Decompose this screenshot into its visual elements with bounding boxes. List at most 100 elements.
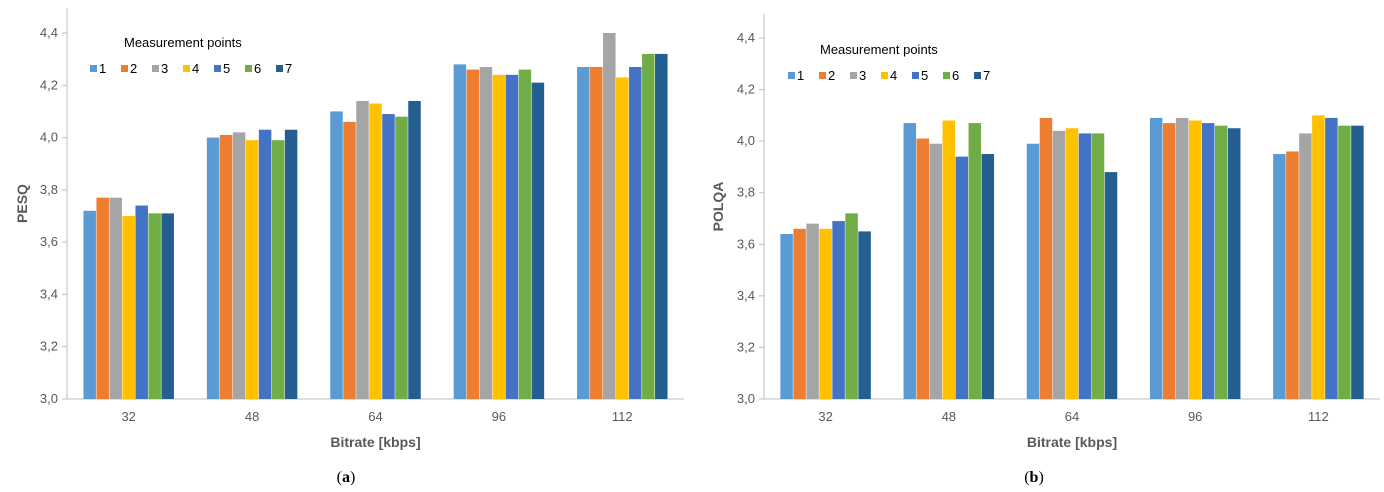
bar-series-2-112 [590,66,603,399]
legend-swatch [245,65,252,72]
y-tick-label: 3,0 [40,391,58,406]
x-tick-label: 112 [1308,409,1329,424]
bar-series-3-96 [1175,117,1189,399]
y-tick-label: 3,4 [40,286,58,301]
bar-series-3-32 [109,197,122,399]
legend-label: 6 [952,68,959,83]
bar-series-6-96 [1214,125,1228,400]
bar-series-2-64 [1039,117,1053,399]
chart-panel-b: 3,0 3,2 3,4 3,6 3,8 4,0 4,2 4,4 32 48 64 96 112 Measu… [692,0,1384,492]
y-tick-label: 3,8 [737,185,755,200]
bar-series-2-112 [1286,151,1299,399]
y-tick-label: 3,2 [737,339,755,354]
legend-title: Measurement points [124,35,242,50]
bar-series-6-48 [271,140,285,399]
legend-swatch [152,65,159,72]
legend-swatch [276,65,283,72]
y-tick-label: 4,0 [40,130,58,145]
x-tick-label: 32 [818,409,832,424]
bar-series-6-32 [845,213,858,399]
bar-series-4-32 [819,228,832,399]
bar-series-4-96 [492,74,506,399]
bar-series-6-64 [395,116,408,400]
x-tick-label: 48 [245,409,259,424]
legend-label: 3 [859,68,866,83]
legend-swatch [121,65,128,72]
bar-series-1-112 [1273,154,1286,399]
panel-caption: (a) [337,469,356,486]
chart-panel-a: 3,0 3,2 3,4 3,6 3,8 4,0 4,2 4,4 32 48 64 96 112 Measu… [14,8,684,486]
y-tick-label: 3,4 [737,288,755,303]
y-tick-label: 3,6 [40,234,58,249]
bar-series-7-48 [284,129,298,399]
bar-series-6-48 [968,123,982,399]
bar-series-7-112 [1351,125,1364,400]
bar-series-7-64 [1104,172,1118,399]
bar-series-4-32 [122,216,135,399]
x-axis-title: Bitrate [kbps] [1027,434,1117,450]
y-tick-label: 4,4 [40,25,58,40]
x-axis-title: Bitrate [kbps] [330,434,420,450]
bar-series-5-64 [1078,133,1092,399]
bar-series-7-96 [531,82,545,400]
bar-series-5-48 [258,129,272,399]
y-tick-label: 4,2 [40,77,58,92]
bar-series-3-112 [603,33,616,399]
legend-label: 1 [797,68,804,83]
bar-series-5-32 [832,221,845,399]
caption-letter: a [342,469,350,486]
bar-series-4-48 [942,120,956,399]
bar-series-6-112 [642,53,655,400]
bar-series-2-48 [219,134,233,399]
bar-series-1-48 [206,137,220,400]
bar-series-4-64 [1065,128,1079,399]
y-tick-label: 4,0 [737,133,755,148]
caption-open: ( [1024,469,1029,486]
bar-series-1-112 [577,66,590,399]
bar-series-4-96 [1188,120,1202,399]
y-tick-label: 3,2 [40,339,58,354]
bar-series-1-64 [330,111,343,399]
bar-series-6-112 [1338,125,1351,400]
legend-swatch [943,72,950,79]
legend-swatch [214,65,221,72]
legend-label: 1 [99,61,106,76]
caption-letter: b [1030,469,1039,486]
bar-series-3-48 [929,143,943,399]
x-tick-label: 48 [942,409,956,424]
x-tick-label: 64 [368,409,382,424]
pesq-bar-chart: 3,03,23,43,63,84,04,24,432 48 64 96 112Measu… [14,8,684,486]
bar-series-5-96 [505,74,519,399]
legend-swatch [912,72,919,79]
bar-series-4-64 [369,103,382,399]
bar-series-1-96 [1149,117,1163,399]
legend-swatch [819,72,826,79]
legend-label: 3 [161,61,168,76]
bar-series-1-32 [780,233,793,399]
bar-series-6-96 [518,69,532,399]
caption-close: ) [350,469,355,486]
y-axis-title: POLQA [710,182,726,232]
bar-series-7-96 [1227,128,1241,399]
bar-series-5-48 [955,156,969,399]
bar-series-4-112 [1312,115,1325,399]
legend-swatch [183,65,190,72]
bar-series-2-64 [343,121,356,399]
bar-series-2-96 [1162,123,1176,399]
legend-label: 4 [192,61,199,76]
bar-series-1-96 [453,64,467,399]
y-axis-title: PESQ [14,184,30,223]
bar-series-5-32 [135,205,148,399]
bar-series-3-48 [232,132,246,400]
legend-swatch [881,72,888,79]
bar-series-2-32 [96,197,109,399]
bar-series-7-64 [408,100,421,399]
x-tick-label: 64 [1065,409,1079,424]
legend-label: 2 [828,68,835,83]
bar-series-7-32 [161,213,174,399]
legend-label: 2 [130,61,137,76]
bar-series-1-64 [1026,143,1040,399]
bar-series-3-112 [1299,133,1312,399]
bar-series-1-48 [903,123,917,399]
bar-series-2-48 [916,138,930,400]
